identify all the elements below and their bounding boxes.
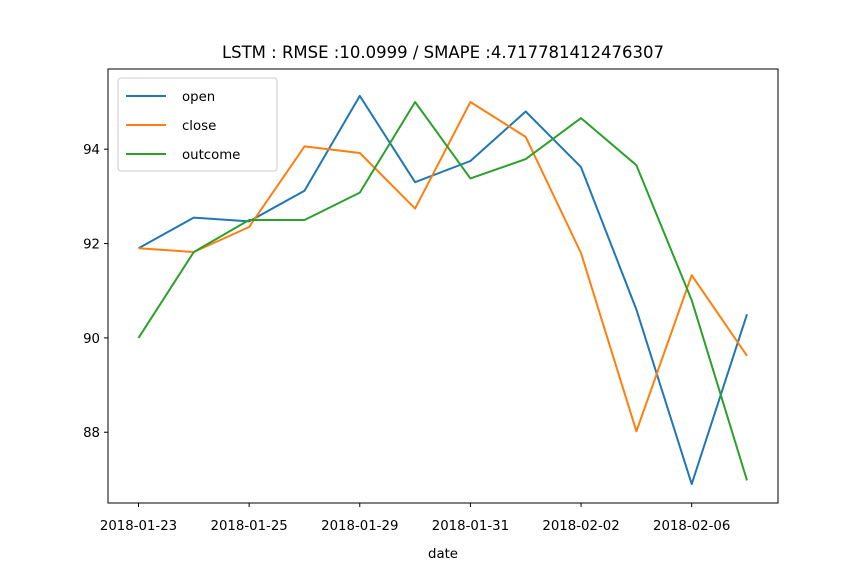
chart-title: LSTM : RMSE :10.0999 / SMAPE :4.71778141… xyxy=(222,43,664,62)
y-tick-label: 90 xyxy=(83,332,100,347)
y-tick-label: 88 xyxy=(83,426,100,441)
legend-label-outcome: outcome xyxy=(182,148,240,163)
series-line-open xyxy=(138,94,748,486)
legend: open close outcome xyxy=(117,77,278,172)
y-tick-label: 92 xyxy=(83,238,100,253)
y-tick-label: 94 xyxy=(83,143,100,158)
x-axis-label: date xyxy=(428,547,458,562)
series-line-close xyxy=(138,101,748,433)
plot-frame xyxy=(107,68,779,504)
x-tick-label: 2018-01-25 xyxy=(210,519,287,534)
legend-label-close: close xyxy=(182,119,216,134)
x-tick-label: 2018-02-02 xyxy=(542,519,619,534)
series-layer xyxy=(137,94,748,486)
x-tick-label: 2018-02-06 xyxy=(653,519,730,534)
x-axis: 2018-01-23 2018-01-25 2018-01-29 2018-01-31… xyxy=(100,503,730,534)
legend-label-open: open xyxy=(182,90,215,105)
x-tick-label: 2018-01-31 xyxy=(432,519,509,534)
legend-frame xyxy=(117,77,278,172)
series-line-outcome xyxy=(137,101,748,481)
x-tick-label: 2018-01-29 xyxy=(321,519,398,534)
y-axis: 88 90 92 94 xyxy=(83,143,108,441)
x-tick-label: 2018-01-23 xyxy=(100,519,177,534)
